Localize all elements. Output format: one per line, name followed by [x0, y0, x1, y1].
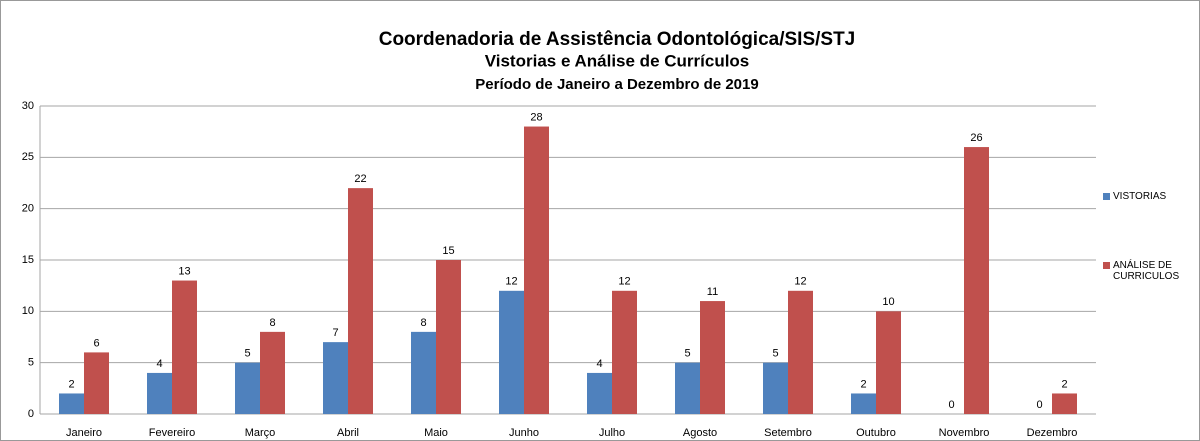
data-label: 4 [596, 358, 602, 370]
data-label: 0 [1036, 399, 1042, 411]
bar [147, 372, 172, 414]
bar [763, 362, 788, 414]
chart-caption: Período de Janeiro a Dezembro de 2019 [475, 76, 758, 93]
legend-label: VISTORIAS [1113, 191, 1167, 202]
data-label: 5 [684, 348, 690, 360]
bar [59, 393, 84, 414]
y-tick-label: 30 [22, 100, 34, 112]
x-tick-label: Fevereiro [149, 427, 195, 439]
y-tick-label: 20 [22, 203, 34, 215]
legend-swatch [1103, 262, 1110, 269]
bar [411, 331, 436, 414]
bar [436, 260, 461, 414]
legend-label: ANÁLISE DE CURRICULOS [1113, 260, 1180, 282]
bar [851, 393, 876, 414]
data-label: 22 [354, 173, 366, 185]
data-label: 11 [707, 286, 718, 298]
bar [612, 290, 637, 414]
data-label: 5 [244, 348, 250, 360]
bar [172, 280, 197, 414]
y-tick-label: 15 [22, 254, 34, 266]
data-label: 26 [970, 132, 982, 144]
bar [499, 290, 524, 414]
bar [235, 362, 260, 414]
data-label: 13 [178, 265, 190, 277]
data-label: 8 [420, 317, 426, 329]
data-label: 4 [156, 358, 162, 370]
bar [675, 362, 700, 414]
bar [84, 352, 109, 414]
data-label: 2 [860, 378, 866, 390]
x-tick-label: Janeiro [66, 427, 102, 439]
legend-item: ANÁLISE DE CURRICULOS [1103, 260, 1198, 282]
bar [700, 301, 725, 414]
x-tick-label: Novembro [939, 427, 990, 439]
y-tick-label: 5 [28, 357, 34, 369]
chart-subtitle: Vistorias e Análise de Currículos [485, 51, 750, 70]
legend-item: VISTORIAS [1103, 191, 1198, 202]
x-tick-label: Junho [509, 427, 539, 439]
x-tick-label: Abril [337, 427, 359, 439]
x-tick-label: Julho [599, 427, 625, 439]
legend-swatch [1103, 193, 1110, 200]
x-tick-label: Maio [424, 427, 448, 439]
bar [587, 372, 612, 414]
bar [348, 188, 373, 414]
data-label: 15 [442, 245, 454, 257]
data-label: 12 [794, 276, 806, 288]
x-tick-label: Dezembro [1027, 427, 1078, 439]
bar [524, 126, 549, 415]
data-label: 28 [530, 111, 542, 123]
y-tick-label: 0 [28, 408, 34, 420]
data-label: 12 [618, 276, 630, 288]
x-tick-label: Outubro [856, 427, 896, 439]
x-tick-label: Setembro [764, 427, 812, 439]
bar [260, 331, 285, 414]
data-label: 2 [68, 378, 74, 390]
data-label: 12 [505, 276, 517, 288]
bar [788, 290, 813, 414]
bar [876, 311, 901, 414]
data-label: 7 [332, 327, 338, 339]
bar [1052, 393, 1077, 414]
data-label: 6 [93, 337, 99, 349]
data-label: 10 [882, 296, 894, 308]
x-tick-label: Agosto [683, 427, 717, 439]
x-tick-label: Março [245, 427, 276, 439]
y-tick-label: 25 [22, 151, 34, 163]
chart-title: Coordenadoria de Assistência Odontológic… [379, 29, 856, 50]
data-label: 5 [772, 348, 778, 360]
data-label: 8 [269, 317, 275, 329]
y-tick-label: 10 [22, 305, 34, 317]
bar [964, 147, 989, 415]
data-label: 2 [1061, 378, 1067, 390]
data-label: 0 [948, 399, 954, 411]
bar [323, 342, 348, 414]
